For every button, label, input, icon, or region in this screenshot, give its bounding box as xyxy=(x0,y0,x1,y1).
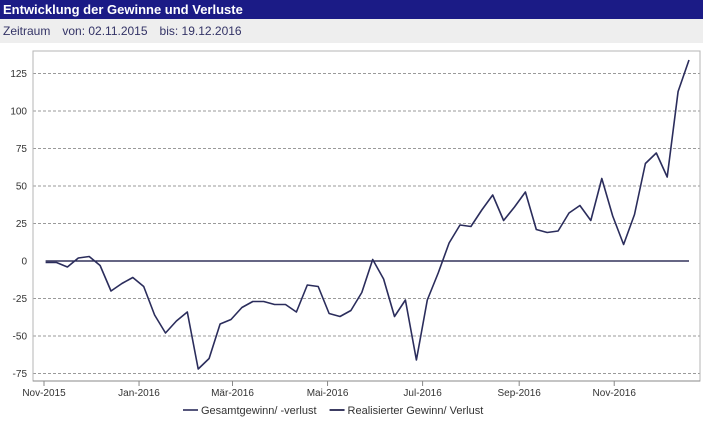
legend-label: Gesamtgewinn/ -verlust xyxy=(201,405,317,417)
y-tick-label: 0 xyxy=(21,257,27,268)
y-tick-label: 100 xyxy=(10,107,27,118)
series-lines xyxy=(45,59,690,370)
line-chart: 125 100 75 50 25 0 -25 -50 -75 Nov-2015 Jan-2016 M… xyxy=(10,50,701,417)
period-from: von: 02.11.2015 xyxy=(62,24,148,38)
legend: Gesamtgewinn/ -verlust Realisierter Gewin… xyxy=(183,405,483,417)
y-tick-label: -75 xyxy=(13,369,28,380)
y-tick-label: -50 xyxy=(13,332,28,343)
axes xyxy=(32,50,701,386)
x-tick-label: Nov-2016 xyxy=(593,388,637,399)
y-tick-label: 125 xyxy=(10,69,27,80)
x-tick-label: Nov-2015 xyxy=(22,388,66,399)
plot-frame xyxy=(32,50,701,382)
y-tick-label: 25 xyxy=(16,219,28,230)
x-tick-label: Mär-2016 xyxy=(211,388,254,399)
y-tick-label: 50 xyxy=(16,182,28,193)
x-tick-label: Jan-2016 xyxy=(118,388,160,399)
x-tick-label: Sep-2016 xyxy=(497,388,541,399)
y-tick-label: 75 xyxy=(16,144,28,155)
period-label: Zeitraum xyxy=(3,24,51,38)
x-tick-labels: Nov-2015 Jan-2016 Mär-2016 Mai-2016 Jul-2016… xyxy=(22,388,636,399)
chart-title: Entwicklung der Gewinne und Verluste xyxy=(0,0,703,19)
period-bar: Zeitraum von: 02.11.2015 bis: 19.12.2016 xyxy=(0,19,703,43)
x-tick-label: Mai-2016 xyxy=(307,388,349,399)
grid-lines xyxy=(33,73,700,374)
series-line-total xyxy=(45,59,690,370)
x-tick-label: Jul-2016 xyxy=(403,388,442,399)
y-tick-label: -25 xyxy=(13,294,28,305)
period-to: bis: 19.12.2016 xyxy=(159,24,242,38)
legend-label: Realisierter Gewinn/ Verlust xyxy=(348,405,484,417)
y-tick-labels: 125 100 75 50 25 0 -25 -50 -75 xyxy=(10,69,27,380)
